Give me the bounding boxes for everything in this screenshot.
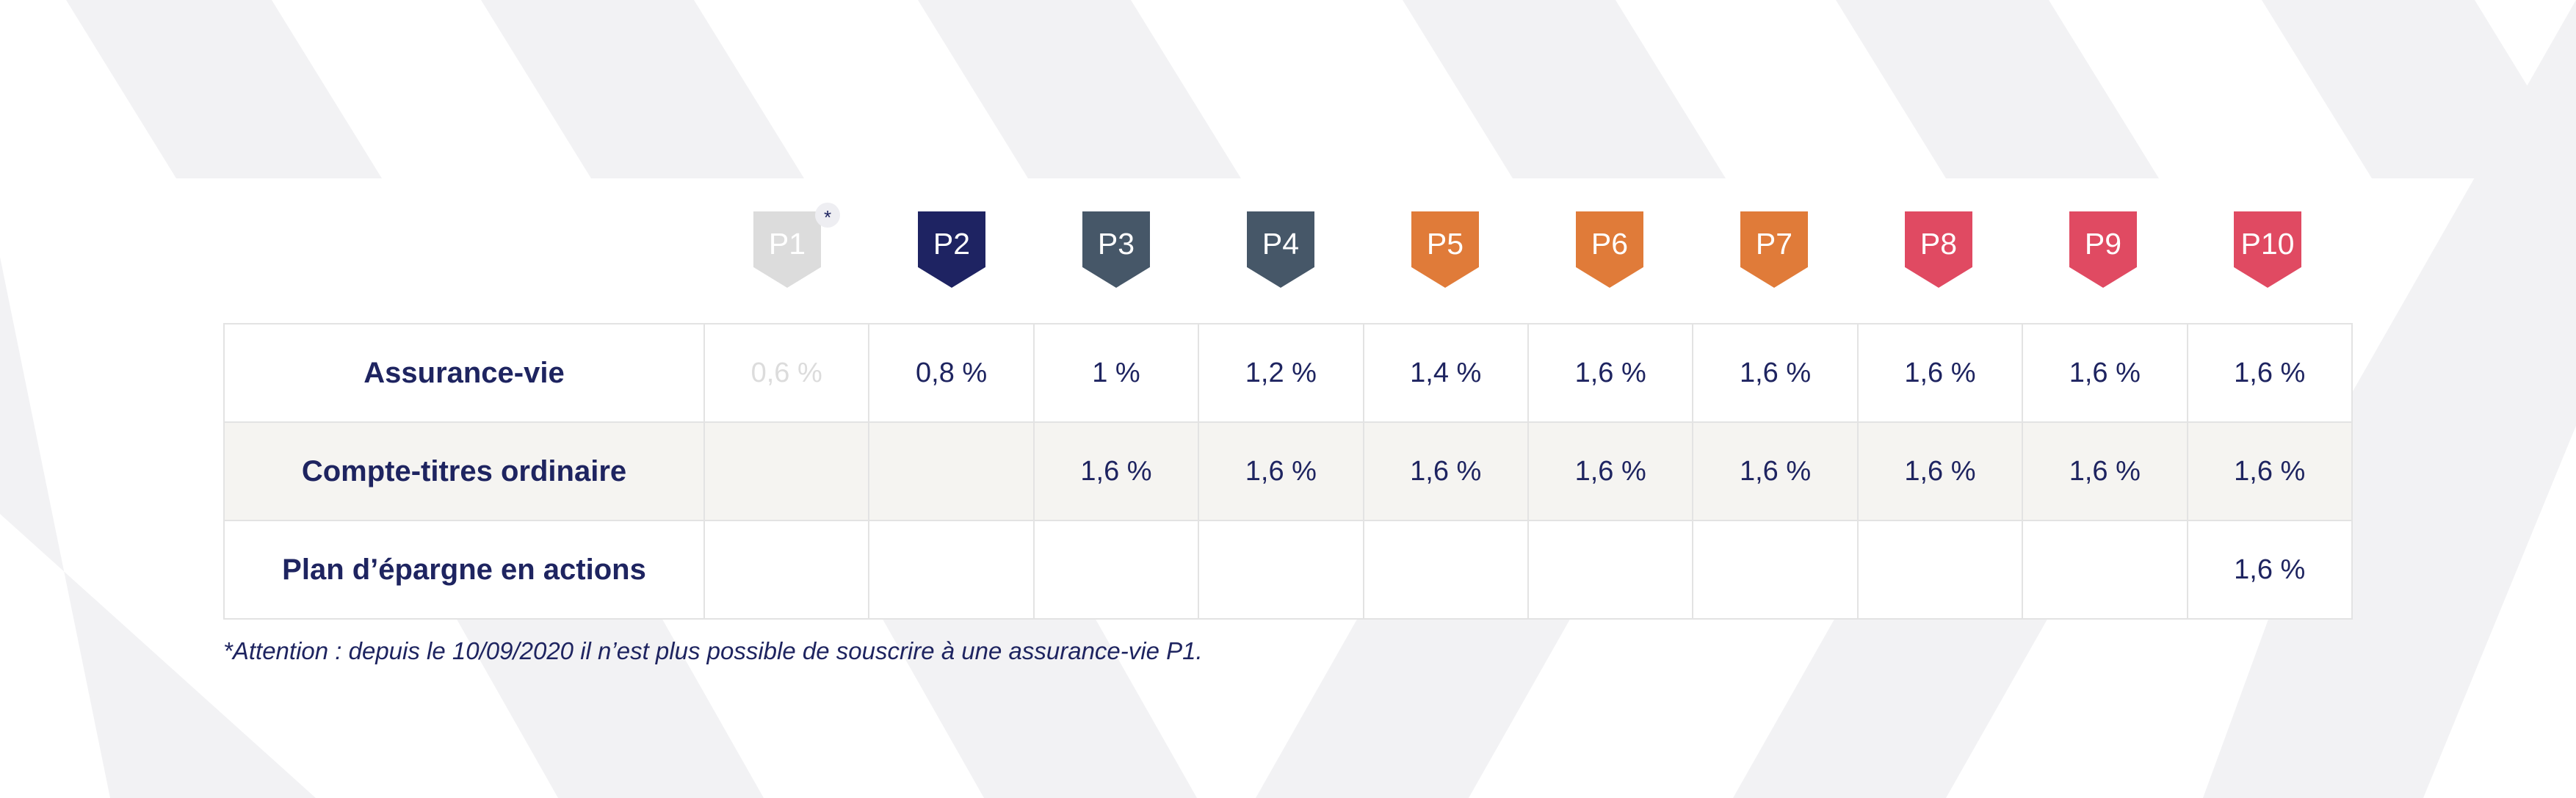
background-stripe	[881, 617, 1197, 798]
fee-cell	[1527, 520, 1694, 620]
fee-cell: 1,6 %	[1198, 421, 1364, 521]
profile-badge-p5: P5	[1411, 211, 1479, 288]
profile-badge-p4: P4	[1247, 211, 1314, 288]
profile-column-p4: P4	[1198, 211, 1363, 292]
background-stripe	[0, 257, 316, 798]
fee-cell: 1,6 %	[1527, 421, 1694, 521]
fee-cell	[703, 421, 870, 521]
table-row-compte-titres: Compte-titres ordinaire 1,6 % 1,6 % 1,6 …	[223, 421, 2354, 521]
profile-column-p8: P8	[1856, 211, 2021, 292]
background-stripe	[455, 617, 764, 798]
row-label: Plan d’épargne en actions	[223, 520, 705, 620]
profile-badge-p3: P3	[1082, 211, 1150, 288]
fee-cell: 1,6 %	[1527, 323, 1694, 423]
fee-cell: 1,6 %	[1362, 421, 1529, 521]
profile-badge-p7: P7	[1740, 211, 1808, 288]
fee-cell: 1,6 %	[2186, 520, 2354, 620]
profile-column-p5: P5	[1363, 211, 1527, 292]
row-label: Compte-titres ordinaire	[223, 421, 705, 521]
fee-cell	[1856, 520, 2024, 620]
background-stripe	[1733, 617, 2049, 798]
fee-cell	[1198, 520, 1364, 620]
profile-header-row: P1 * P2 P3 P4 P5 P6 P7 P8 P9 P10	[223, 178, 2353, 323]
fee-cell: 1,2 %	[1198, 323, 1364, 423]
profile-badge-p10: P10	[2234, 211, 2301, 288]
background-stripe	[481, 0, 804, 178]
fee-cell: 0,8 %	[868, 323, 1035, 423]
table-row-assurance-vie: Assurance-vie 0,6 % 0,8 % 1 % 1,2 % 1,4 …	[223, 323, 2354, 423]
fee-cell: 1,6 %	[1692, 421, 1859, 521]
pricing-table: P1 * P2 P3 P4 P5 P6 P7 P8 P9 P10	[223, 178, 2354, 620]
row-label: Assurance-vie	[223, 323, 705, 423]
profile-column-p6: P6	[1527, 211, 1692, 292]
fee-cell: 1,6 %	[2186, 323, 2354, 423]
background-stripe	[918, 0, 1241, 178]
fee-cell: 1,6 %	[1856, 421, 2024, 521]
profile-badge-p1: P1	[753, 211, 821, 288]
fee-cell: 1,6 %	[2022, 323, 2188, 423]
fee-cell	[2022, 520, 2188, 620]
fee-cell: 1,6 %	[1692, 323, 1859, 423]
fee-cell	[868, 421, 1035, 521]
background-stripe	[2262, 0, 2576, 178]
fee-grid: Assurance-vie 0,6 % 0,8 % 1 % 1,2 % 1,4 …	[223, 323, 2354, 620]
fee-cell: 1,6 %	[1856, 323, 2024, 423]
fee-cell	[703, 520, 870, 620]
background-stripe	[1256, 617, 1571, 798]
background-stripe	[1403, 0, 1726, 178]
fee-cell	[868, 520, 1035, 620]
profile-badge-p8: P8	[1905, 211, 1972, 288]
profile-column-p2: P2	[869, 211, 1034, 292]
footnote: *Attention : depuis le 10/09/2020 il n’e…	[223, 637, 1203, 664]
fee-cell: 1 %	[1032, 323, 1200, 423]
background-stripe	[66, 0, 382, 178]
fee-cell	[1032, 520, 1200, 620]
p1-note-marker: *	[815, 203, 840, 228]
profile-badge-p2: P2	[918, 211, 985, 288]
profile-badge-p6: P6	[1576, 211, 1643, 288]
fee-cell: 1,6 %	[1032, 421, 1200, 521]
profile-column-p1: P1 *	[705, 203, 869, 292]
fee-cell	[1692, 520, 1859, 620]
fee-cell: 1,4 %	[1362, 323, 1529, 423]
profile-column-p9: P9	[2021, 211, 2185, 292]
fee-cell: 1,6 %	[2186, 421, 2354, 521]
table-row-pea: Plan d’épargne en actions 1,6 %	[223, 520, 2354, 620]
fee-cell: 0,6 %	[703, 323, 870, 423]
profile-badge-p9: P9	[2069, 211, 2137, 288]
profile-column-p7: P7	[1692, 211, 1856, 292]
background-stripe	[1836, 0, 2159, 178]
profile-column-p3: P3	[1034, 211, 1198, 292]
fee-cell	[1362, 520, 1529, 620]
profile-column-p10: P10	[2185, 211, 2350, 292]
fee-cell: 1,6 %	[2022, 421, 2188, 521]
